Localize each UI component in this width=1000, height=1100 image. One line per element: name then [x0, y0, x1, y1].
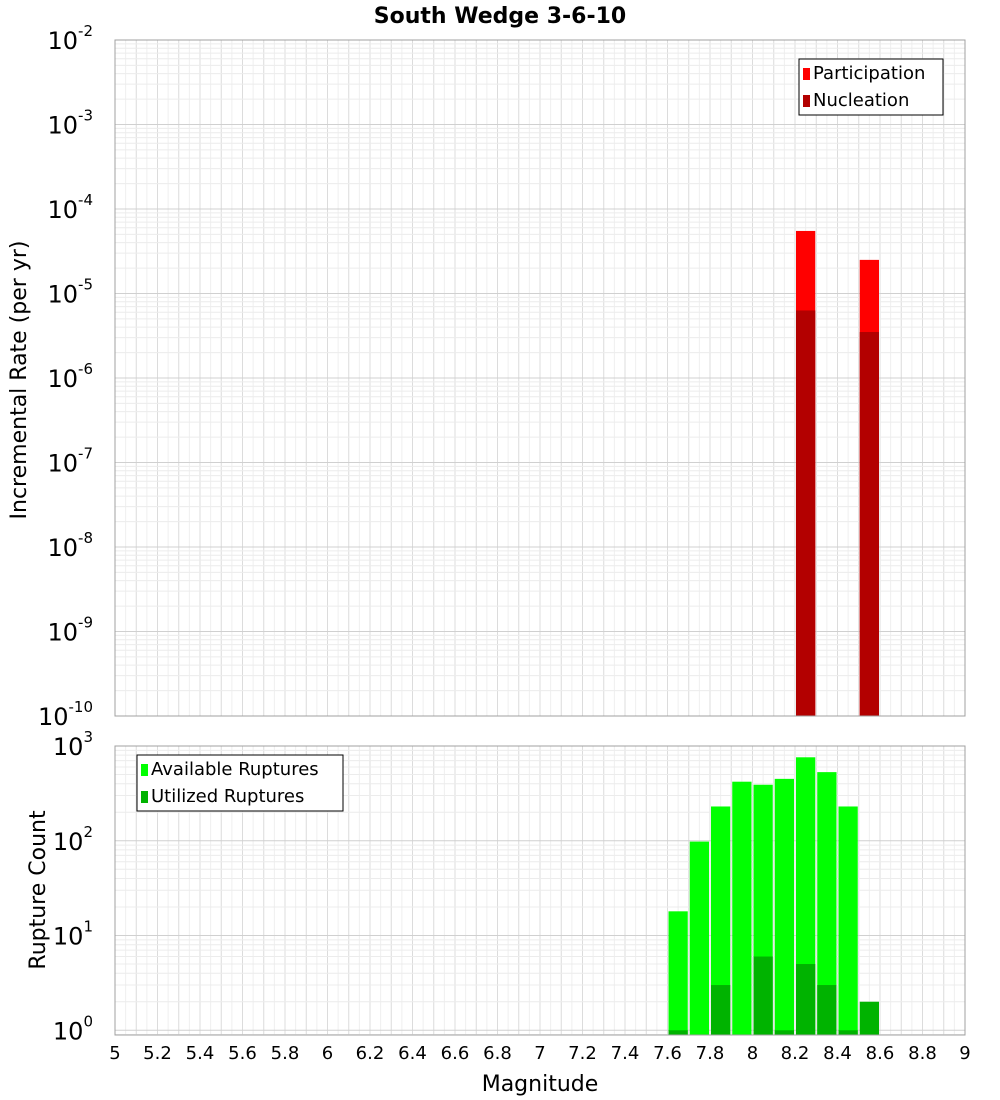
bar — [711, 806, 731, 1035]
x-tick-label: 7.4 — [611, 1043, 640, 1064]
x-tick-label: 7.2 — [568, 1043, 597, 1064]
legend-swatch — [141, 764, 148, 776]
legend-label: Utilized Ruptures — [151, 786, 304, 807]
bar — [859, 332, 879, 716]
legend: Available Ruptures Utilized Ruptures — [136, 754, 344, 812]
bar — [668, 1030, 688, 1035]
x-tick-label: 8.8 — [908, 1043, 937, 1064]
x-tick-label: 6.8 — [483, 1043, 512, 1064]
bar — [689, 841, 709, 1035]
count-y-axis-label: Rupture Count — [26, 810, 51, 970]
bar — [817, 985, 837, 1035]
bar — [796, 964, 816, 1035]
x-tick-label: 7.8 — [696, 1043, 725, 1064]
rate-panel: 10-2 10-3 10-4 10-5 10-6 10-7 10-8 10-9 10-10 Par… — [38, 22, 966, 731]
y-tick-label: 10-3 — [47, 107, 93, 140]
y-tick-label: 10-5 — [47, 276, 93, 309]
y-tick-labels: 10-2 10-3 10-4 10-5 10-6 10-7 10-8 10-9 10-10 — [38, 22, 93, 731]
y-tick-label: 102 — [53, 823, 93, 856]
y-tick-label: 100 — [53, 1012, 93, 1045]
bar — [838, 1030, 858, 1035]
y-tick-label: 10-10 — [38, 698, 93, 731]
x-tick-label: 5.2 — [143, 1043, 172, 1064]
bar — [859, 1001, 879, 1035]
x-tick-label: 5.8 — [271, 1043, 300, 1064]
x-tick-label: 8.6 — [866, 1043, 895, 1064]
y-tick-label: 103 — [53, 728, 93, 761]
bar — [838, 806, 858, 1035]
bar — [796, 310, 816, 716]
y-tick-label: 10-6 — [47, 360, 93, 393]
legend-label: Available Ruptures — [151, 759, 319, 780]
x-tick-label: 9 — [959, 1043, 970, 1064]
bar — [753, 956, 773, 1035]
x-tick-label: 8 — [747, 1043, 758, 1064]
series-nucleation — [796, 310, 879, 716]
legend-label: Nucleation — [813, 90, 909, 111]
x-tick-label: 7.6 — [653, 1043, 682, 1064]
y-tick-label: 10-4 — [47, 191, 93, 224]
y-tick-label: 10-7 — [47, 445, 93, 478]
y-tick-label: 101 — [53, 918, 93, 951]
y-tick-label: 10-9 — [47, 614, 93, 647]
series-utilized-ruptures — [668, 956, 879, 1035]
legend: Participation Nucleation — [798, 58, 944, 116]
bar — [774, 778, 794, 1035]
chart-title: South Wedge 3-6-10 — [374, 4, 626, 29]
y-tick-label: 10-2 — [47, 22, 93, 55]
x-tick-label: 8.4 — [823, 1043, 852, 1064]
x-tick-label: 6.4 — [398, 1043, 427, 1064]
x-tick-labels: 5 5.2 5.4 5.6 5.8 6 6.2 6.4 6.6 6.8 7 7.2 7.4 7.6 7.8 8… — [109, 1043, 970, 1064]
bar — [732, 781, 752, 1035]
legend-swatch — [803, 95, 810, 107]
legend-swatch — [141, 791, 148, 803]
series-available-ruptures — [668, 757, 858, 1035]
bar — [668, 911, 688, 1035]
x-tick-label: 6.6 — [441, 1043, 470, 1064]
x-tick-label: 5 — [109, 1043, 120, 1064]
y-tick-labels: 103 102 101 100 — [53, 728, 93, 1045]
x-tick-label: 5.6 — [228, 1043, 257, 1064]
bar — [817, 772, 837, 1035]
x-tick-label: 6 — [322, 1043, 333, 1064]
y-tick-label: 10-8 — [47, 529, 93, 562]
x-tick-label: 5.4 — [186, 1043, 215, 1064]
x-tick-label: 6.2 — [356, 1043, 385, 1064]
rate-y-axis-label: Incremental Rate (per yr) — [7, 241, 32, 520]
legend-swatch — [803, 68, 810, 80]
legend-label: Participation — [813, 63, 925, 84]
grid — [114, 40, 966, 717]
bar — [774, 1030, 794, 1035]
x-tick-label: 7 — [534, 1043, 545, 1064]
count-panel: 103 102 101 100 Available Ruptures Utilized R… — [53, 728, 966, 1045]
x-tick-label: 8.2 — [781, 1043, 810, 1064]
bar — [711, 985, 731, 1035]
x-axis-label: Magnitude — [482, 1072, 599, 1097]
